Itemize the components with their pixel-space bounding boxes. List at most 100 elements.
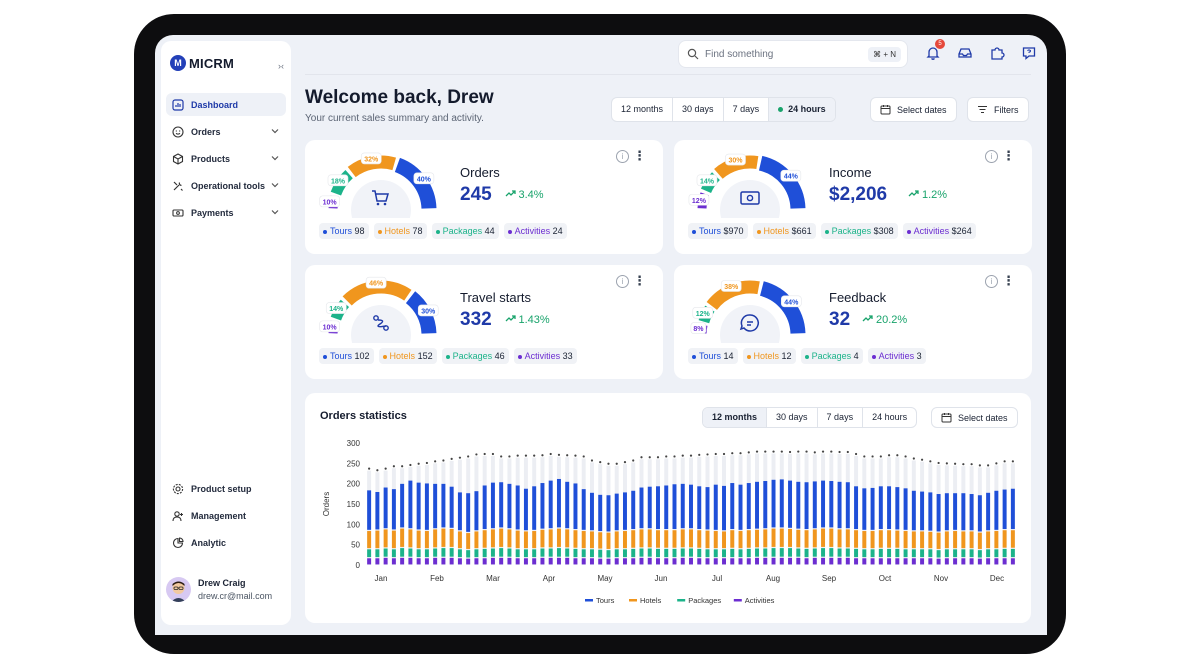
more-options-icon[interactable]: ⋮ [1002,273,1015,288]
legend-item-packages[interactable]: Packages [677,596,721,605]
bar-segment-tours [556,478,561,528]
sidebar-item-analytic[interactable]: Analytic [166,531,286,554]
gear-icon [172,483,184,495]
select-dates-label: Select dates [958,412,1008,423]
bell-icon[interactable]: 5 [925,39,945,61]
legend-dot [804,354,809,359]
bar-segment-hotels [845,529,850,548]
bar-segment-activities [755,557,760,565]
total-marker [566,454,569,457]
bar-segment-hotels [664,530,669,548]
sidebar-item-product-setup[interactable]: Product setup [166,477,286,500]
more-options-icon[interactable]: ⋮ [1002,148,1015,163]
pie-chart-icon [172,536,184,549]
y-tick-label: 250 [347,459,361,468]
svg-text:10%: 10% [323,199,338,206]
bar-segment-hotels [746,530,751,548]
search-input[interactable]: Find something [705,48,774,60]
bar-segment-hotels [400,528,405,547]
chevron-down-icon[interactable] [270,180,280,190]
bar-segment-packages [829,548,834,557]
card-title: Feedback [829,290,887,305]
bar-segment-tours [697,486,702,530]
total-marker [681,454,684,457]
legend-item-activities[interactable]: Activities [733,596,775,605]
chevron-down-icon[interactable] [270,153,280,163]
bar-segment-tours [837,481,842,529]
bar-segment-packages [449,548,454,557]
bar-segment-activities [548,557,553,565]
bar-segment-tours [656,486,660,530]
chip-value: 152 [417,351,433,361]
info-icon[interactable]: i [616,275,629,288]
bar-segment-hotels [870,531,875,549]
breakdown-chips: Tours 14 Hotels 12 Packages 4 Activities 3 [688,348,926,364]
chevron-down-icon[interactable] [270,126,280,136]
search-bar[interactable]: Find something ⌘ + N [678,40,908,68]
help-chat-icon[interactable] [1021,45,1037,61]
sidebar-item-management[interactable]: Management [166,504,286,527]
user-email: drew.cr@mail.com [198,591,273,601]
sidebar-item-payments[interactable]: Payments [166,201,286,224]
puzzle-icon[interactable] [989,45,1005,61]
stats-select-dates-button[interactable]: Select dates [931,407,1018,428]
bar-segment-activities [870,558,875,565]
info-icon[interactable]: i [616,150,629,163]
bar-segment-activities [672,558,677,565]
bar-segment-packages [441,548,446,557]
gauge-label-packages: 18% [327,174,349,187]
total-marker [871,455,874,458]
sidebar-item-dashboard[interactable]: Dashboard [166,93,286,116]
total-marker [788,450,792,454]
more-options-icon[interactable]: ⋮ [633,148,646,163]
inbox-icon[interactable] [957,45,973,61]
sidebar-item-orders[interactable]: Orders [166,120,286,143]
info-icon[interactable]: i [985,150,998,163]
legend-item-tours[interactable]: Tours [585,596,615,605]
more-options-icon[interactable]: ⋮ [633,273,646,288]
bar-segment-activities [837,557,842,565]
range-7-days[interactable]: 7 days [724,98,770,121]
select-dates-button[interactable]: Select dates [870,97,957,122]
kpi-card-orders[interactable]: 10% 18% 32% 40% Orders 245 3.4% i ⋮ Tours 98 Hotel… [305,140,663,254]
delta-value: 1.2% [922,189,948,201]
bar-segment-packages [738,549,743,558]
bar-segment-activities [499,557,504,565]
total-marker [590,459,594,462]
total-marker [887,454,891,457]
kpi-card-income[interactable]: 12% 14% 30% 44% Income $2,206 1.2% i ⋮ Tours $970… [674,140,1032,254]
kpi-card-travel-starts[interactable]: 10% 14% 46% 30% Travel starts 332 1.43% i ⋮ Tours… [305,265,663,379]
kpi-card-feedback[interactable]: 8% 12% 38% 44% Feedback 32 20.2% i ⋮ Tours 14 Hote… [674,265,1032,379]
sidebar-item-label: Product setup [191,483,252,494]
sidebar-item-products[interactable]: Products [166,147,286,170]
range-12-months[interactable]: 12 months [612,98,674,121]
bar-segment-tours [878,486,883,530]
bar-segment-tours [589,492,594,531]
app-logo[interactable]: M MICRM [170,55,234,71]
range-30-days[interactable]: 30 days [673,98,724,121]
collapse-sidebar-icon[interactable]: ›‹ [278,61,284,71]
range-24-hours[interactable]: 24 hours [872,412,908,422]
user-profile[interactable]: Drew Craig drew.cr@mail.com [166,577,272,602]
bar-segment-activities [812,557,817,565]
bar-segment-activities [878,558,883,565]
trend-up-icon [505,190,516,197]
range-7-days[interactable]: 7 days [818,408,864,427]
chevron-down-icon[interactable] [270,207,280,217]
legend-item-hotels[interactable]: Hotels [629,596,662,605]
range-12-months[interactable]: 12 months [703,408,768,427]
card-title: Orders [460,165,500,180]
filters-button[interactable]: Filters [967,97,1029,122]
range-30-days[interactable]: 30 days [767,408,818,427]
card-value: 332 [460,309,492,330]
svg-text:32%: 32% [364,156,379,163]
svg-text:14%: 14% [700,178,715,185]
gauge-label-hotels: 46% [365,276,387,289]
sidebar-item-operational-tools[interactable]: Operational tools [166,174,286,197]
bar-segment-packages [383,548,388,557]
bar-segment-hotels [854,530,859,548]
bar-segment-tours [887,486,892,530]
bar-segment-hotels [986,531,991,549]
info-icon[interactable]: i [985,275,998,288]
range-24-hours[interactable]: 24 hours [769,98,835,121]
